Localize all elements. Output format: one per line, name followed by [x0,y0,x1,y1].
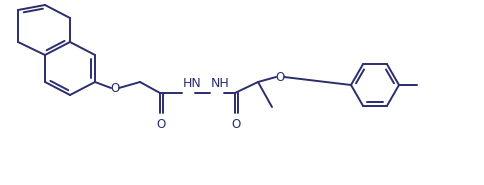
Text: NH: NH [211,77,229,90]
Text: O: O [156,118,166,131]
Text: O: O [275,70,284,83]
Text: HN: HN [182,77,201,90]
Text: O: O [231,118,241,131]
Text: O: O [110,82,120,95]
